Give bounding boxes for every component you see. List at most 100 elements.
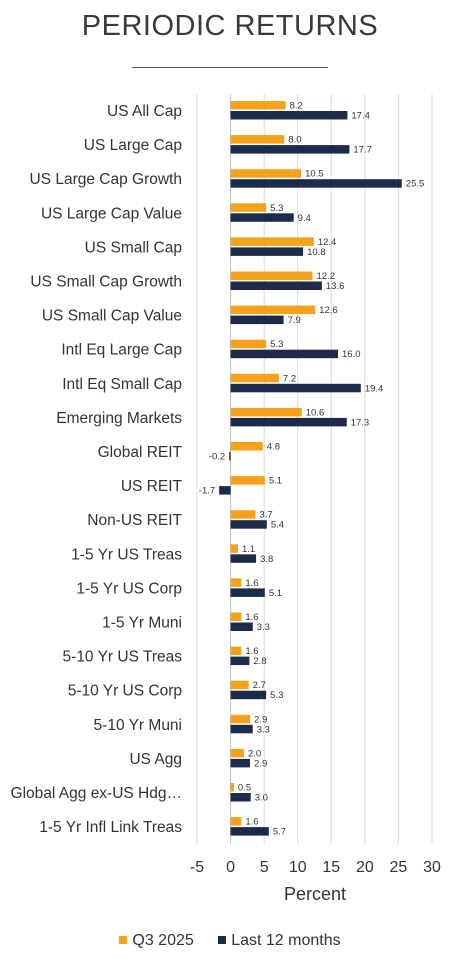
bar-q3-2025 [230, 544, 238, 553]
bar-q3-2025 [230, 373, 279, 383]
bar-q3-2025 [230, 135, 285, 144]
category-label: Intl Eq Small Cap [62, 376, 182, 393]
x-tick-label: 20 [356, 859, 374, 876]
data-label-last-12-months: 9.4 [298, 213, 311, 224]
bar-last-12-months [230, 383, 361, 393]
bar-q3-2025 [230, 646, 242, 656]
data-label-last-12-months: 10.8 [307, 247, 326, 258]
category-label: US REIT [121, 478, 183, 495]
data-label-last-12-months: 2.8 [253, 656, 266, 667]
bar-q3-2025 [230, 339, 267, 349]
bar-q3-2025 [230, 203, 267, 212]
bar-last-12-months [230, 554, 257, 563]
bar-q3-2025 [230, 578, 242, 587]
data-label-q3-2025: 7.2 [283, 373, 296, 384]
category-label: US Large Cap Growth [30, 171, 183, 188]
bar-last-12-months [230, 520, 267, 529]
category-label: US Agg [129, 751, 182, 768]
bar-last-12-months [230, 349, 338, 359]
category-label: US Small Cap Growth [30, 274, 182, 291]
data-label-q3-2025: 8.2 [290, 101, 303, 112]
bar-q3-2025 [230, 237, 314, 246]
x-tick-label: 5 [260, 859, 269, 876]
data-label-q3-2025: 1.6 [245, 578, 258, 589]
bar-q3-2025 [230, 612, 242, 621]
category-label: Global REIT [98, 444, 183, 461]
category-label: Global Agg ex-US Hdg… [11, 785, 182, 802]
category-label: Emerging Markets [56, 410, 182, 427]
bar-last-12-months [229, 452, 231, 461]
category-label: US Large Cap Value [41, 205, 182, 222]
bar-last-12-months [230, 145, 350, 154]
bar-last-12-months [230, 793, 251, 802]
data-label-q3-2025: 12.6 [319, 305, 338, 316]
bar-q3-2025 [230, 407, 302, 417]
category-label: US Small Cap Value [42, 308, 182, 325]
title-divider [132, 67, 328, 68]
data-label-q3-2025: 2.7 [253, 680, 266, 691]
data-label-last-12-months: 25.5 [406, 179, 425, 190]
bar-q3-2025 [230, 305, 316, 315]
bar-q3-2025 [230, 101, 286, 110]
bar-q3-2025 [230, 442, 263, 451]
data-label-q3-2025: 1.6 [245, 817, 258, 828]
category-label: 1-5 Yr US Treas [71, 546, 182, 563]
bar-last-12-months [230, 315, 284, 325]
data-label-last-12-months: 5.4 [271, 520, 284, 531]
x-tick-label: 30 [423, 859, 441, 876]
category-label: US All Cap [107, 103, 182, 120]
data-label-q3-2025: 0.5 [238, 783, 251, 794]
data-label-q3-2025: 1.1 [242, 544, 255, 555]
x-tick-label: 15 [322, 859, 340, 876]
bar-chart: -5 0 5 10 15 20 25 30 Percent US All Cap 8.2 17.4 US… [11, 94, 441, 904]
bar-last-12-months [230, 111, 348, 120]
x-tick-label: 25 [390, 859, 408, 876]
x-axis-title: Percent [284, 884, 346, 904]
category-label: 5-10 Yr US Corp [68, 683, 182, 700]
bar-last-12-months [230, 588, 265, 597]
data-label-q3-2025: 5.3 [270, 203, 283, 214]
category-label: US Large Cap [84, 137, 182, 154]
data-label-last-12-months: 3.8 [260, 554, 273, 565]
x-tick-label: -5 [190, 859, 204, 876]
bar-last-12-months [230, 281, 322, 290]
data-label-last-12-months: 3.0 [255, 793, 268, 804]
legend-label-12m: Last 12 months [231, 932, 341, 949]
data-label-q3-2025: 1.6 [245, 612, 258, 623]
category-label: US Small Cap [85, 239, 182, 256]
bar-last-12-months [230, 417, 347, 427]
x-tick-label: 0 [226, 859, 235, 876]
data-label-last-12-months: 2.9 [254, 758, 267, 769]
bar-q3-2025 [230, 169, 302, 178]
data-label-q3-2025: 2.9 [254, 714, 267, 725]
bar-last-12-months [230, 758, 251, 768]
category-label: 1-5 Yr US Corp [76, 580, 182, 597]
bar-last-12-months [230, 690, 267, 700]
data-label-last-12-months: -0.2 [209, 452, 225, 463]
bar-q3-2025 [230, 817, 242, 826]
bar-last-12-months [230, 724, 253, 734]
chart-legend: Q3 2025 Last 12 months [0, 932, 460, 950]
bar-last-12-months [230, 247, 304, 256]
bar-last-12-months [230, 213, 294, 222]
data-label-last-12-months: 7.9 [288, 315, 301, 326]
category-label: 1-5 Yr Infl Link Treas [39, 819, 182, 836]
data-label-last-12-months: 5.7 [273, 827, 286, 838]
data-label-last-12-months: 5.3 [270, 690, 283, 701]
bar-last-12-months [230, 656, 250, 666]
bar-q3-2025 [230, 510, 256, 519]
data-label-q3-2025: 12.4 [318, 237, 337, 248]
legend-item-q3: Q3 2025 [119, 932, 194, 950]
data-label-last-12-months: 17.3 [351, 417, 370, 428]
data-label-last-12-months: 17.7 [353, 145, 372, 156]
data-label-last-12-months: -1.7 [199, 486, 215, 497]
legend-item-12m: Last 12 months [218, 932, 341, 950]
bar-last-12-months [219, 486, 231, 495]
data-label-last-12-months: 16.0 [342, 349, 361, 360]
bar-q3-2025 [230, 714, 251, 724]
category-label: 5-10 Yr US Treas [63, 649, 183, 666]
bar-last-12-months [230, 827, 269, 836]
bar-q3-2025 [230, 783, 234, 792]
data-label-last-12-months: 5.1 [269, 588, 282, 599]
legend-swatch-q3 [119, 935, 128, 944]
